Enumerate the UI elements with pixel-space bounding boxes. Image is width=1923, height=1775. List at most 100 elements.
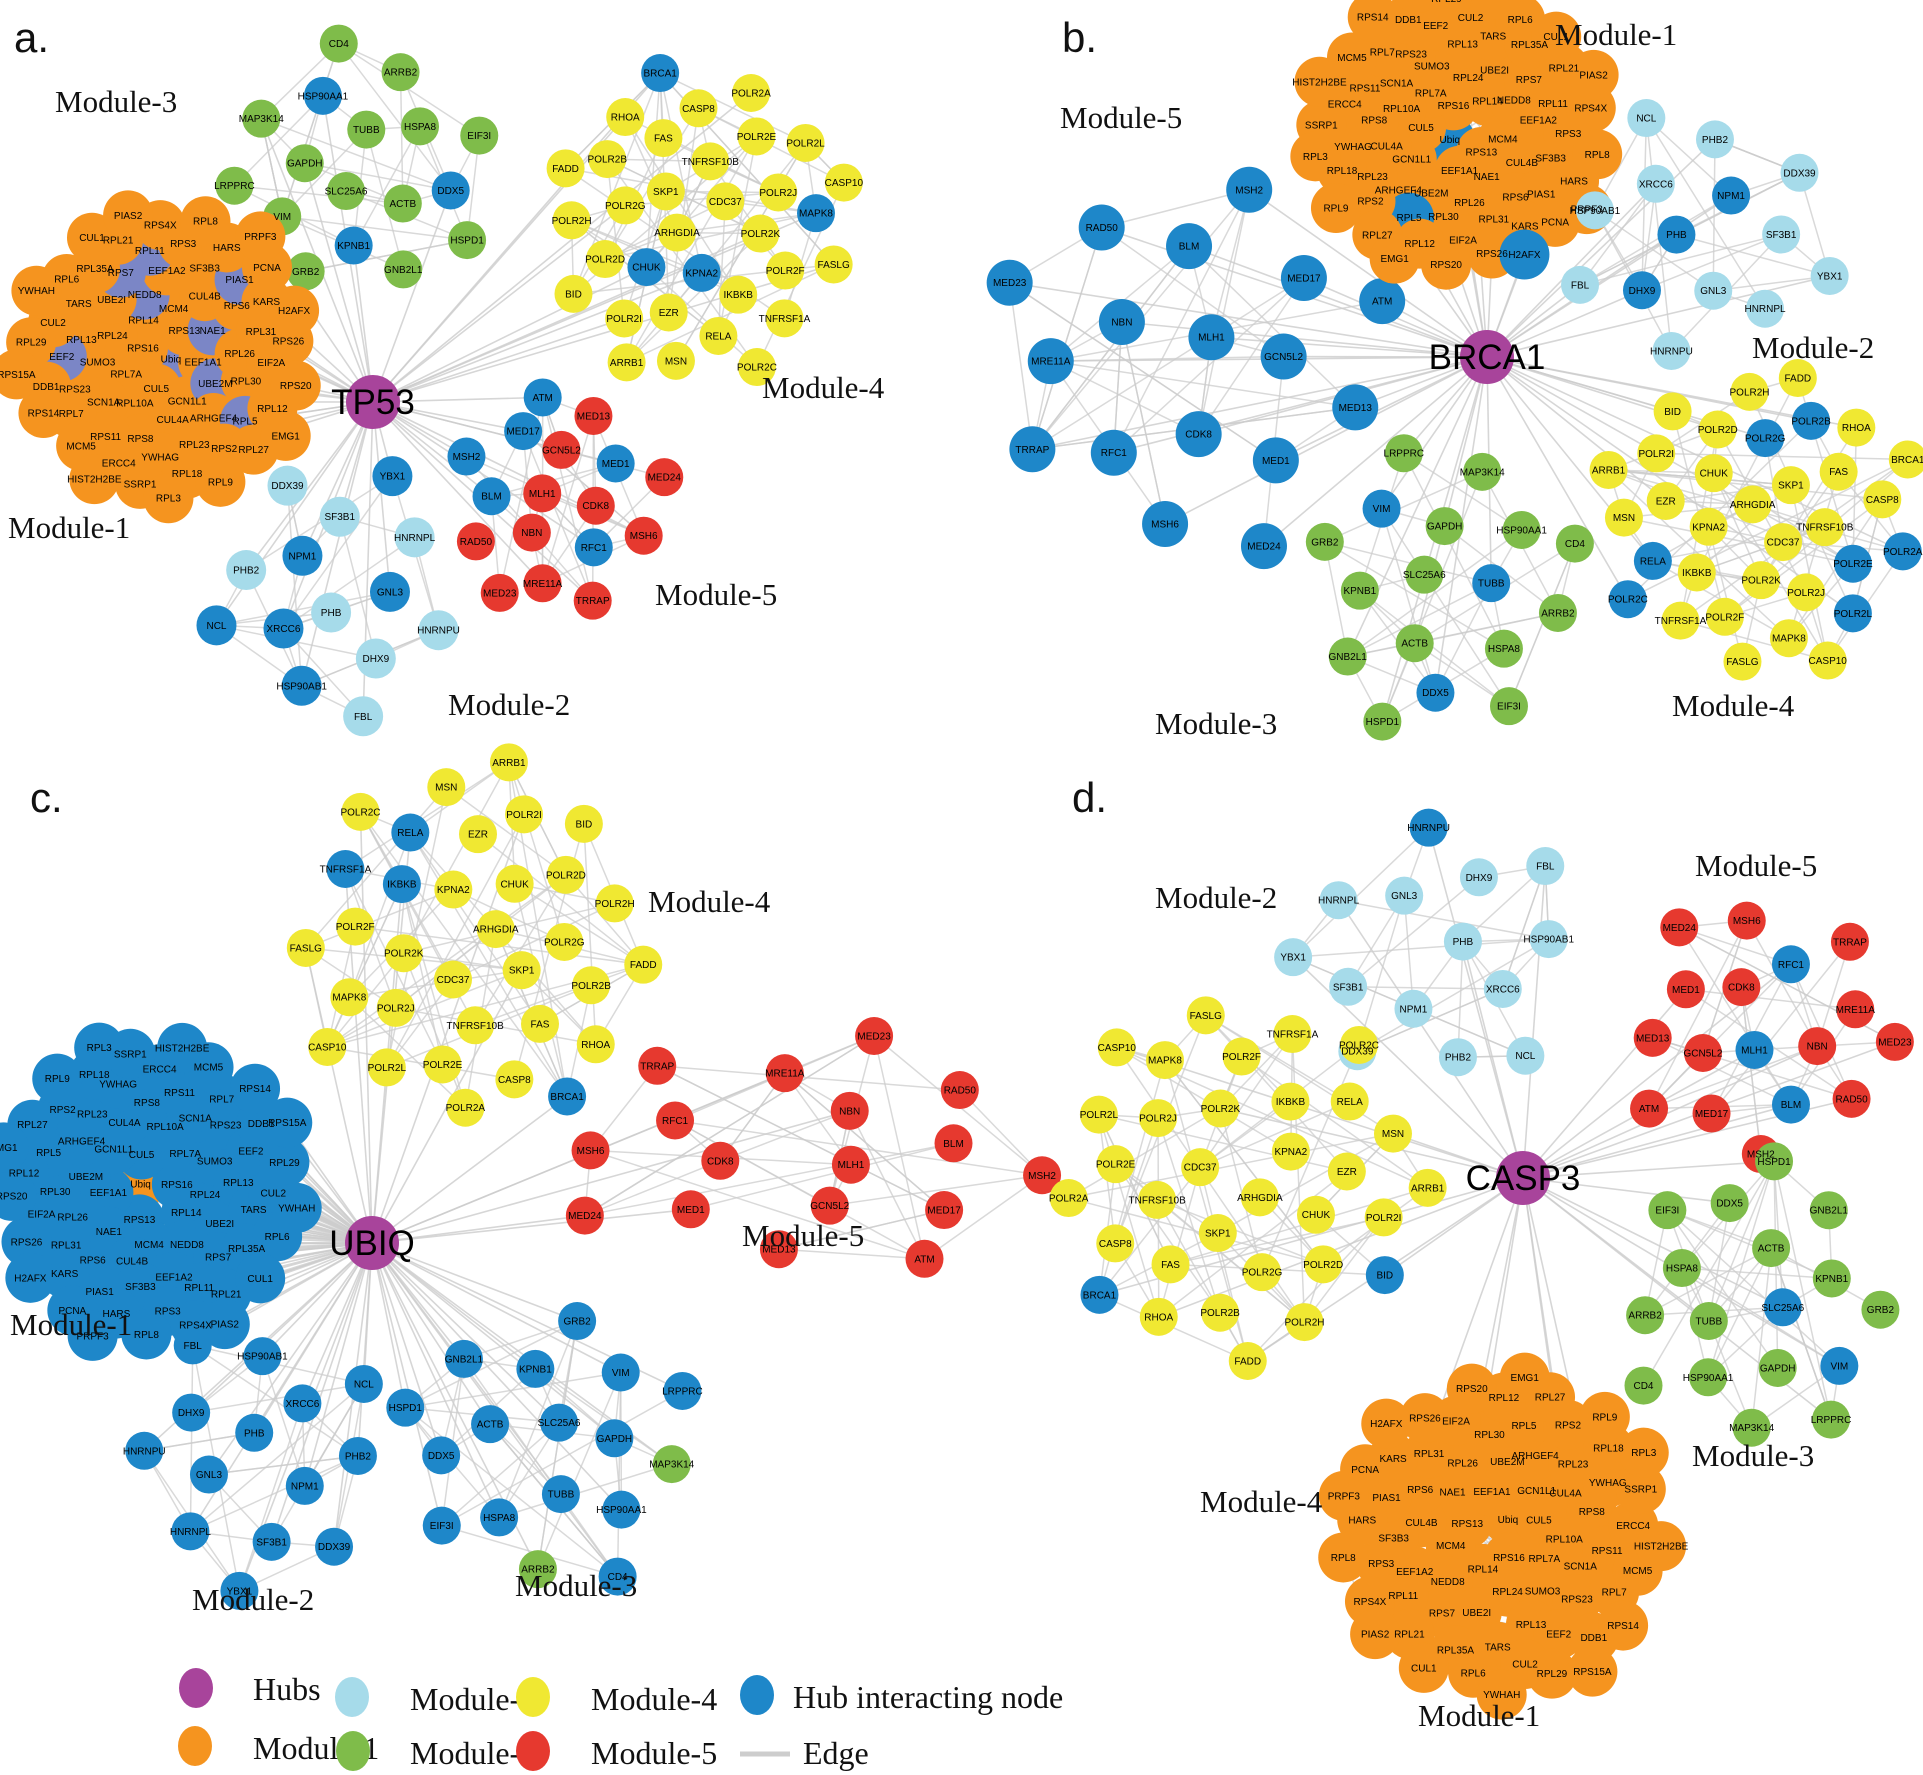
protein-node[interactable] (226, 550, 267, 591)
protein-node[interactable] (1243, 1253, 1282, 1292)
protein-node[interactable] (1742, 561, 1781, 600)
protein-node[interactable] (1483, 969, 1522, 1008)
protein-node[interactable] (814, 245, 853, 284)
protein-node[interactable] (1805, 508, 1844, 547)
protein-node[interactable] (1780, 153, 1819, 192)
protein-node[interactable] (548, 1077, 587, 1116)
protein-node[interactable] (171, 1512, 210, 1551)
hub-node[interactable] (346, 375, 400, 429)
protein-node[interactable] (737, 117, 776, 156)
protein-node[interactable] (195, 456, 246, 507)
protein-node[interactable] (382, 865, 421, 904)
protein-node[interactable] (1630, 1089, 1669, 1128)
protein-node[interactable] (376, 988, 415, 1027)
protein-node[interactable] (1764, 523, 1803, 562)
protein-node[interactable] (657, 213, 696, 252)
protein-node[interactable] (334, 226, 373, 265)
protein-node[interactable] (671, 1190, 710, 1229)
protein-node[interactable] (74, 1022, 125, 1073)
protein-node[interactable] (1723, 642, 1762, 681)
protein-node[interactable] (1653, 392, 1692, 431)
protein-node[interactable] (1350, 1609, 1401, 1660)
protein-node[interactable] (1646, 481, 1685, 520)
protein-node[interactable] (601, 1353, 640, 1392)
protein-node[interactable] (1296, 1195, 1335, 1234)
protein-node[interactable] (542, 430, 581, 469)
protein-node[interactable] (810, 1186, 849, 1225)
protein-node[interactable] (1260, 333, 1307, 380)
protein-node[interactable] (1812, 1400, 1851, 1439)
protein-node[interactable] (1692, 1094, 1731, 1133)
protein-node[interactable] (422, 1506, 461, 1545)
protein-node[interactable] (1661, 601, 1700, 640)
protein-node[interactable] (1771, 945, 1810, 984)
protein-node[interactable] (1361, 1398, 1412, 1449)
protein-node[interactable] (523, 378, 562, 417)
protein-node[interactable] (271, 1182, 322, 1233)
protein-node[interactable] (624, 945, 663, 984)
protein-node[interactable] (574, 528, 613, 567)
protein-node[interactable] (540, 1403, 579, 1442)
protein-node[interactable] (259, 1137, 310, 1188)
protein-node[interactable] (384, 934, 423, 973)
protein-node[interactable] (480, 1498, 519, 1537)
protein-node[interactable] (1328, 637, 1367, 676)
protein-node[interactable] (1809, 1191, 1848, 1230)
protein-node[interactable] (1624, 1366, 1663, 1405)
protein-node[interactable] (595, 884, 634, 923)
protein-node[interactable] (1712, 176, 1751, 215)
protein-node[interactable] (32, 1053, 83, 1104)
protein-node[interactable] (1689, 1358, 1728, 1397)
protein-node[interactable] (1812, 1259, 1851, 1298)
protein-node[interactable] (1201, 1089, 1240, 1128)
protein-node[interactable] (143, 473, 194, 524)
protein-node[interactable] (1499, 229, 1550, 280)
protein-node[interactable] (1769, 619, 1808, 658)
protein-node[interactable] (1888, 440, 1923, 479)
protein-node[interactable] (546, 149, 585, 188)
protein-node[interactable] (646, 172, 685, 211)
protein-node[interactable] (1151, 1245, 1190, 1284)
protein-node[interactable] (283, 1384, 322, 1423)
protein-node[interactable] (1589, 450, 1628, 489)
protein-node[interactable] (576, 486, 615, 525)
protein-node[interactable] (1446, 1363, 1497, 1414)
protein-node[interactable] (1555, 524, 1594, 563)
protein-node[interactable] (1633, 541, 1672, 580)
protein-node[interactable] (1771, 466, 1810, 505)
protein-node[interactable] (595, 1419, 634, 1458)
protein-node[interactable] (173, 1326, 212, 1365)
protein-node[interactable] (1079, 1095, 1118, 1134)
protein-node[interactable] (327, 172, 366, 211)
protein-node[interactable] (1746, 419, 1785, 458)
protein-node[interactable] (1752, 1229, 1791, 1268)
protein-node[interactable] (336, 907, 375, 946)
protein-node[interactable] (925, 1191, 964, 1230)
protein-node[interactable] (1340, 1025, 1379, 1064)
protein-node[interactable] (759, 173, 798, 212)
protein-node[interactable] (1633, 1018, 1672, 1057)
protein-node[interactable] (1394, 989, 1433, 1028)
protein-node[interactable] (1290, 131, 1341, 182)
protein-node[interactable] (504, 412, 543, 451)
protein-node[interactable] (401, 107, 440, 146)
protein-node[interactable] (1506, 1036, 1545, 1075)
protein-node[interactable] (691, 142, 730, 181)
protein-node[interactable] (1689, 1302, 1728, 1341)
protein-node[interactable] (1271, 1132, 1310, 1171)
protein-node[interactable] (1735, 1030, 1774, 1069)
protein-node[interactable] (1201, 1293, 1240, 1332)
protein-node[interactable] (1226, 166, 1273, 213)
protein-node[interactable] (1652, 331, 1691, 370)
protein-node[interactable] (602, 1490, 641, 1529)
protein-node[interactable] (565, 1196, 604, 1235)
protein-node[interactable] (1398, 1642, 1449, 1693)
hub-node[interactable] (1460, 330, 1514, 384)
protein-node[interactable] (286, 928, 325, 967)
hub-node[interactable] (345, 1216, 399, 1270)
protein-node[interactable] (381, 53, 420, 92)
protein-node[interactable] (480, 573, 519, 612)
protein-node[interactable] (456, 1006, 495, 1045)
protein-node[interactable] (230, 1063, 281, 1114)
protein-node[interactable] (516, 1349, 555, 1388)
